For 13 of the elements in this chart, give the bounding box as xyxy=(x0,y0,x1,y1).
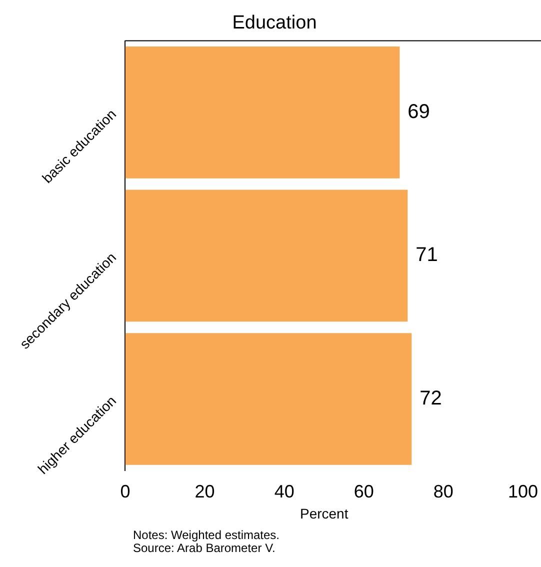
data-label: 72 xyxy=(420,387,442,410)
x-tick-label: 60 xyxy=(354,481,374,502)
x-axis-title: Percent xyxy=(300,505,348,522)
data-label: 71 xyxy=(416,244,438,266)
x-tick-label: 0 xyxy=(120,481,130,502)
chart-title: Education xyxy=(232,12,317,34)
text: Notes: Weighted estimates. xyxy=(133,528,281,542)
x-tick-label: 80 xyxy=(433,481,454,502)
source-note: Source: Arab Barometer V. xyxy=(133,541,276,555)
x-tick-label: 100 xyxy=(508,481,538,502)
x-tick-label: 40 xyxy=(274,481,294,502)
x-tick-label: 20 xyxy=(194,481,215,502)
data-label: 69 xyxy=(408,100,430,123)
